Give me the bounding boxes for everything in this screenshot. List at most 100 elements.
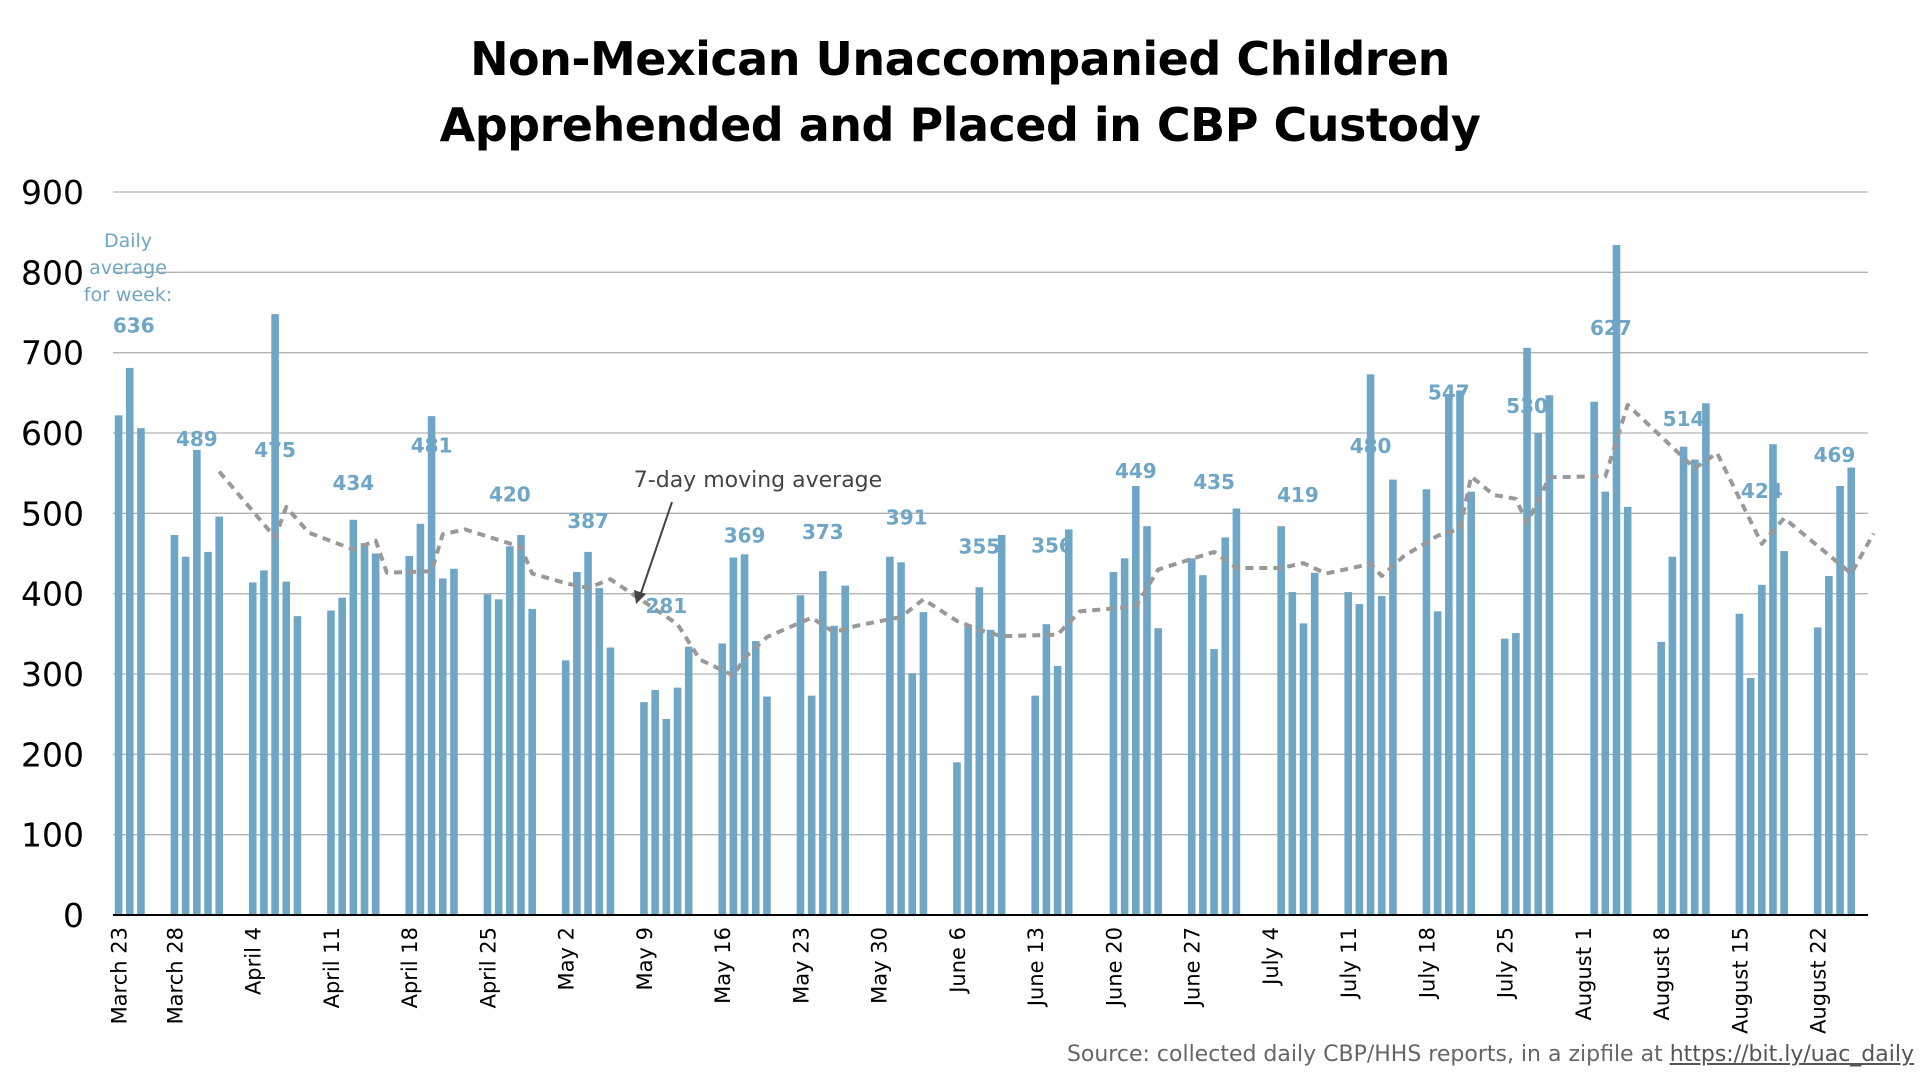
y-tick-label: 700 [21, 334, 84, 373]
bar [1445, 396, 1453, 916]
x-tick-label: June 6 [946, 927, 970, 995]
weekly-average-labels: 636 489 475 434 481 420 387 281 369 373 391 355 356 4… [113, 314, 1855, 618]
x-tick-label: July 4 [1259, 927, 1283, 987]
y-tick-label: 100 [21, 816, 84, 855]
source-text: Source: collected daily CBP/HHS reports,… [1066, 1042, 1670, 1067]
bar [1769, 444, 1777, 915]
bar [651, 690, 659, 915]
bar [1120, 558, 1129, 915]
bar [405, 555, 414, 915]
bar [718, 643, 727, 915]
bar [908, 673, 917, 915]
bar [1355, 604, 1364, 915]
bar [1512, 633, 1520, 915]
bar [438, 578, 447, 915]
x-tick-label: June 27 [1181, 927, 1205, 1008]
bar [1601, 491, 1610, 915]
weekly-average-label: 435 [1193, 470, 1235, 494]
bar [215, 516, 223, 915]
bar [1288, 592, 1297, 915]
bar [684, 646, 693, 915]
bar [796, 595, 805, 915]
x-tick-label: April 11 [320, 927, 344, 1008]
bar [517, 535, 525, 915]
bar [1109, 571, 1118, 915]
bar [1746, 678, 1755, 915]
bar [1199, 575, 1207, 915]
bar [1702, 403, 1710, 915]
bar [997, 535, 1006, 915]
y-tick-label: 400 [21, 575, 84, 614]
bar [841, 585, 849, 915]
bar [338, 597, 346, 915]
bar [137, 428, 145, 915]
bar [1344, 592, 1353, 915]
bar [1031, 695, 1040, 915]
bar [1221, 537, 1230, 915]
bar [729, 557, 738, 915]
chart-title-line-2: Apprehended and Placed in CBP Custody [439, 98, 1481, 152]
bar [1679, 446, 1688, 915]
bar [293, 616, 302, 915]
bar [427, 416, 436, 915]
weekly-average-label: 434 [332, 471, 374, 495]
bar [1545, 395, 1554, 915]
source-link[interactable]: https://bit.ly/uac_daily [1669, 1042, 1914, 1067]
bar [1064, 529, 1073, 915]
x-tick-label: June 20 [1102, 927, 1126, 1008]
bar [271, 314, 279, 915]
bar [494, 599, 503, 915]
bar [1690, 459, 1699, 915]
weekly-average-label: 627 [1590, 316, 1632, 340]
bar [561, 660, 570, 915]
y-tick-label: 0 [63, 896, 84, 935]
annotation-arrow-line [639, 501, 673, 597]
bar [740, 554, 749, 915]
bar [248, 582, 257, 915]
x-tick-label: June 13 [1024, 927, 1048, 1008]
bar [953, 762, 961, 915]
bar [1310, 572, 1319, 915]
bar [751, 641, 760, 915]
bars [114, 245, 1856, 916]
intro-annotation-line: average [89, 257, 167, 279]
y-axis-ticks: 0 100 200 300 400 500 600 700 800 900 [21, 173, 84, 935]
bar [506, 546, 514, 915]
bar [975, 587, 984, 915]
bar [193, 449, 201, 915]
y-tick-label: 300 [21, 655, 84, 694]
x-tick-label: August 22 [1807, 927, 1831, 1034]
bar [1825, 575, 1833, 915]
y-tick-label: 200 [21, 735, 84, 774]
moving-average-label: 7-day moving average [634, 468, 882, 493]
x-tick-label: April 18 [398, 927, 422, 1008]
bar [1433, 611, 1442, 915]
source-note: Source: collected daily CBP/HHS reports,… [1067, 1042, 1914, 1067]
weekly-average-label: 489 [176, 427, 218, 451]
bar [1523, 347, 1531, 915]
weekly-average-label: 355 [958, 535, 1000, 559]
bar [1780, 551, 1788, 915]
bar [1590, 401, 1598, 915]
weekly-average-label: 424 [1741, 479, 1783, 503]
weekly-average-label: 387 [567, 509, 609, 533]
bar [1366, 374, 1375, 915]
y-tick-label: 600 [21, 414, 84, 453]
bar [584, 551, 592, 915]
bar [416, 523, 425, 915]
weekly-average-label: 373 [802, 520, 844, 544]
weekly-average-label: 530 [1506, 394, 1548, 418]
bar [606, 647, 615, 915]
weekly-average-label: 636 [113, 314, 155, 338]
x-tick-label: April 25 [476, 927, 500, 1008]
weekly-average-label: 391 [886, 506, 928, 530]
x-tick-label: March 23 [108, 927, 132, 1024]
bar [327, 610, 335, 915]
bar [450, 568, 458, 915]
bar [1422, 489, 1431, 915]
bar [1210, 649, 1218, 915]
bar [886, 556, 894, 915]
weekly-average-label: 514 [1663, 407, 1705, 431]
moving-average-line [217, 402, 1876, 678]
